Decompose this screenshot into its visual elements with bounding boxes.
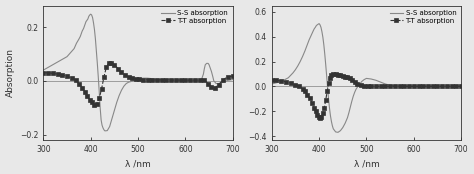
T-T absorption <box>84 95 90 97</box>
T-T absorption <box>304 94 310 96</box>
S-S absorption <box>88 13 93 15</box>
S-S absorption <box>316 23 322 25</box>
Line: S-S absorption: S-S absorption <box>43 14 233 131</box>
S-S absorption <box>197 79 202 81</box>
S-S absorption <box>40 69 46 71</box>
T-T absorption <box>178 79 183 81</box>
Line: S-S absorption: S-S absorption <box>272 24 461 132</box>
T-T absorption <box>317 117 323 119</box>
T-T absorption <box>458 85 464 87</box>
S-S absorption <box>173 79 179 81</box>
X-axis label: λ /nm: λ /nm <box>125 159 151 168</box>
S-S absorption <box>349 100 355 102</box>
S-S absorption <box>269 83 274 85</box>
T-T absorption <box>269 79 274 81</box>
S-S absorption <box>230 78 236 81</box>
S-S absorption <box>102 130 108 132</box>
T-T absorption <box>392 85 398 87</box>
Y-axis label: Absorption: Absorption <box>6 48 15 97</box>
Line: T-T absorption: T-T absorption <box>270 72 463 120</box>
S-S absorption <box>353 88 359 90</box>
S-S absorption <box>78 33 84 35</box>
S-S absorption <box>52 62 58 64</box>
T-T absorption <box>96 97 102 99</box>
S-S absorption <box>69 50 74 52</box>
T-T absorption <box>296 85 302 87</box>
T-T absorption <box>225 76 231 78</box>
S-S absorption <box>347 106 353 108</box>
T-T absorption <box>230 75 236 77</box>
T-T absorption <box>347 77 353 80</box>
Legend: S-S absorption, T-T absorption: S-S absorption, T-T absorption <box>160 9 229 25</box>
T-T absorption <box>99 88 104 90</box>
T-T absorption <box>164 79 169 81</box>
T-T absorption <box>330 73 336 75</box>
T-T absorption <box>278 80 284 82</box>
S-S absorption <box>126 81 131 83</box>
Legend: S-S absorption, T-T absorption: S-S absorption, T-T absorption <box>388 9 458 25</box>
T-T absorption <box>108 62 114 64</box>
S-S absorption <box>357 82 363 84</box>
T-T absorption <box>316 116 321 118</box>
T-T absorption <box>40 72 46 74</box>
X-axis label: λ /nm: λ /nm <box>354 159 379 168</box>
T-T absorption <box>91 104 97 106</box>
S-S absorption <box>335 131 341 133</box>
S-S absorption <box>326 98 331 100</box>
S-S absorption <box>458 85 464 87</box>
Line: T-T absorption: T-T absorption <box>41 61 235 107</box>
S-S absorption <box>425 85 431 87</box>
